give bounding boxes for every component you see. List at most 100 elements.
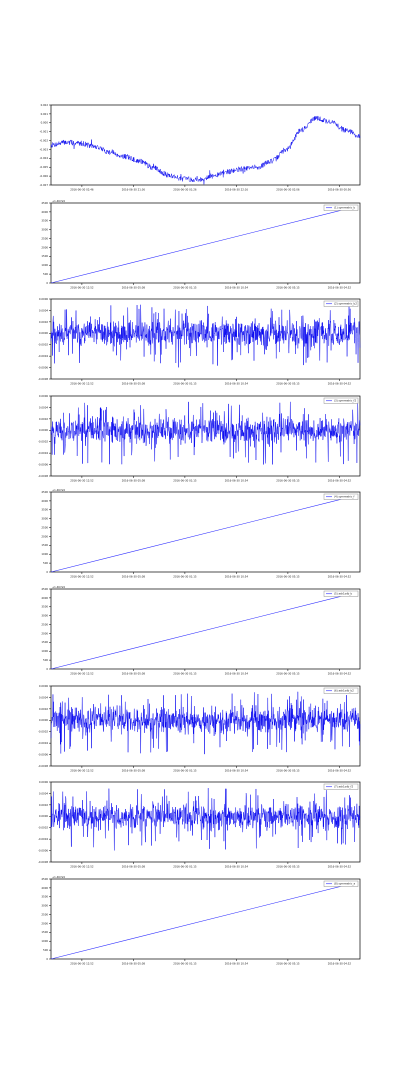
y-tick-label: 0.0004 (39, 405, 48, 409)
x-tick-label: 2016-06-30 01:15 (173, 769, 197, 773)
x-tick-label: 2016-06-30 05:08 (122, 769, 146, 773)
y-tick-label: 0 (46, 570, 48, 574)
y-tick-label: 0.0002 (39, 707, 48, 711)
y-tick-label: 4500 (41, 587, 48, 591)
chart-panel-9: 4500 4000 3500 3000 2500 2000 1500 1000 500 0 2016… (41, 875, 361, 966)
chart-panel-2: 4500 4000 3500 3000 2500 2000 1500 1000 500 0 2016… (41, 199, 361, 290)
y-tick-label: 500 (43, 948, 48, 952)
y-tick-label: -0.003 (40, 147, 49, 151)
x-tick-label: 2016-06-30 05:08 (122, 575, 146, 579)
y-tick-label: 0.0000 (39, 331, 48, 335)
x-tick-label: 2016-06-30 05:15 (276, 575, 300, 579)
x-tick-label: 2016-06-30 10:54 (225, 769, 249, 773)
y-tick-label: -0.0002 (38, 343, 48, 347)
y-tick-label: 0.0000 (39, 718, 48, 722)
y-tick-label: 0.001 (41, 112, 49, 116)
y-tick-label: 2500 (41, 912, 48, 916)
x-tick-label: 2016-06-30 12:52 (70, 575, 94, 579)
x-tick-label: 2016-06-30 01:15 (173, 575, 197, 579)
legend-label: (1) symmetric_b (334, 206, 356, 210)
y-tick-label: 0.0006 (39, 394, 48, 398)
y-tick-label: -0.0004 (38, 741, 48, 745)
plot-frame (50, 878, 361, 960)
axis-offset-text: +1.467e9 (52, 488, 65, 492)
y-tick-label: -0.0008 (38, 377, 48, 381)
x-tick-label: 2016-06-30 12:52 (70, 479, 94, 483)
plot-frame (50, 491, 361, 573)
chart-panel-3: 0.0006 0.0004 0.0002 0.0000 -0.0002 -0.0004 -0… (38, 297, 361, 386)
x-tick-label: 2016-06-30 10:54 (225, 672, 249, 676)
legend-box (323, 783, 359, 790)
x-tick-label: 2016-06-30 01:15 (173, 382, 197, 386)
x-tick-label: 2016-06-30 02:46 (70, 188, 94, 192)
y-tick-label: -0.006 (40, 174, 49, 178)
legend-label: (2) symmetric_b2 (334, 302, 357, 306)
x-tick-label: 2016-06-30 12:52 (70, 865, 94, 869)
x-tick-label: 2016-06-30 02:06 (276, 188, 300, 192)
legend-box (323, 493, 359, 500)
y-tick-label: -0.0006 (38, 462, 48, 466)
legend-label: (8) symmetric_a (334, 882, 356, 886)
x-tick-label: 2016-06-30 05:15 (276, 672, 300, 676)
x-tick-label: 2016-06-30 04:52 (328, 382, 352, 386)
series-line (50, 401, 361, 465)
x-tick-label: 2016-06-30 10:54 (225, 479, 249, 483)
x-tick-label: 2016-06-30 12:52 (70, 962, 94, 966)
y-tick-label: 4000 (41, 210, 48, 214)
y-tick-label: 4500 (41, 877, 48, 881)
plot-frame (50, 781, 361, 863)
x-tick-label: 2016-06-30 10:54 (225, 575, 249, 579)
axis-offset-text: +1.467e9 (52, 585, 65, 589)
y-tick-label: 2000 (41, 921, 48, 925)
y-tick-label: 0.002 (41, 103, 49, 107)
y-tick-label: 0.0002 (39, 320, 48, 324)
y-tick-label: 500 (43, 272, 48, 276)
chart-panel-5: 4500 4000 3500 3000 2500 2000 1500 1000 500 0 2016… (41, 488, 361, 579)
y-tick-label: 0.0006 (39, 684, 48, 688)
x-tick-label: 2016-06-30 01:15 (173, 672, 197, 676)
x-tick-label: 2016-06-30 01:26 (173, 188, 197, 192)
y-tick-label: 0.000 (41, 121, 49, 125)
series-line (50, 206, 357, 284)
y-tick-label: -0.0008 (38, 860, 48, 864)
x-tick-label: 2016-06-30 10:54 (225, 865, 249, 869)
y-tick-label: 4000 (41, 596, 48, 600)
x-tick-label: 2016-06-30 05:08 (122, 672, 146, 676)
y-tick-label: -0.0002 (38, 730, 48, 734)
x-tick-label: 2016-06-30 22:16 (225, 188, 249, 192)
series-line (50, 691, 361, 755)
y-tick-label: 2000 (41, 534, 48, 538)
plot-frame (50, 588, 361, 670)
y-tick-label: 1000 (41, 263, 48, 267)
x-tick-label: 2016-06-30 04:52 (328, 575, 352, 579)
y-tick-label: -0.0004 (38, 451, 48, 455)
y-tick-label: 4500 (41, 201, 48, 205)
legend-label: (7) ask1sdb_f2 (334, 785, 353, 789)
legend-box (323, 300, 359, 307)
legend-box (323, 687, 359, 694)
y-tick-label: 1000 (41, 552, 48, 556)
y-tick-label: 0.0006 (39, 780, 48, 784)
y-tick-label: 4000 (41, 499, 48, 503)
legend-box (323, 204, 359, 211)
y-tick-label: 0 (46, 957, 48, 961)
y-tick-label: 0.0000 (39, 814, 48, 818)
series-line (50, 592, 357, 670)
y-tick-label: 0.0000 (39, 428, 48, 432)
x-tick-label: 2016-06-30 05:15 (276, 479, 300, 483)
y-tick-label: -0.007 (40, 183, 49, 187)
y-tick-label: 3500 (41, 895, 48, 899)
x-tick-label: 2016-06-30 04:52 (328, 769, 352, 773)
y-tick-label: 1500 (41, 930, 48, 934)
x-tick-label: 2016-06-30 12:52 (70, 382, 94, 386)
y-tick-label: 500 (43, 561, 48, 565)
x-tick-label: 2016-06-30 05:15 (276, 382, 300, 386)
y-tick-label: 3000 (41, 517, 48, 521)
x-tick-label: 2016-06-30 01:15 (173, 865, 197, 869)
x-tick-label: 2016-06-30 04:52 (328, 962, 352, 966)
y-tick-label: 0.0004 (39, 791, 48, 795)
x-tick-label: 2016-06-30 05:15 (276, 769, 300, 773)
y-tick-label: 1500 (41, 254, 48, 258)
y-tick-label: 4000 (41, 886, 48, 890)
